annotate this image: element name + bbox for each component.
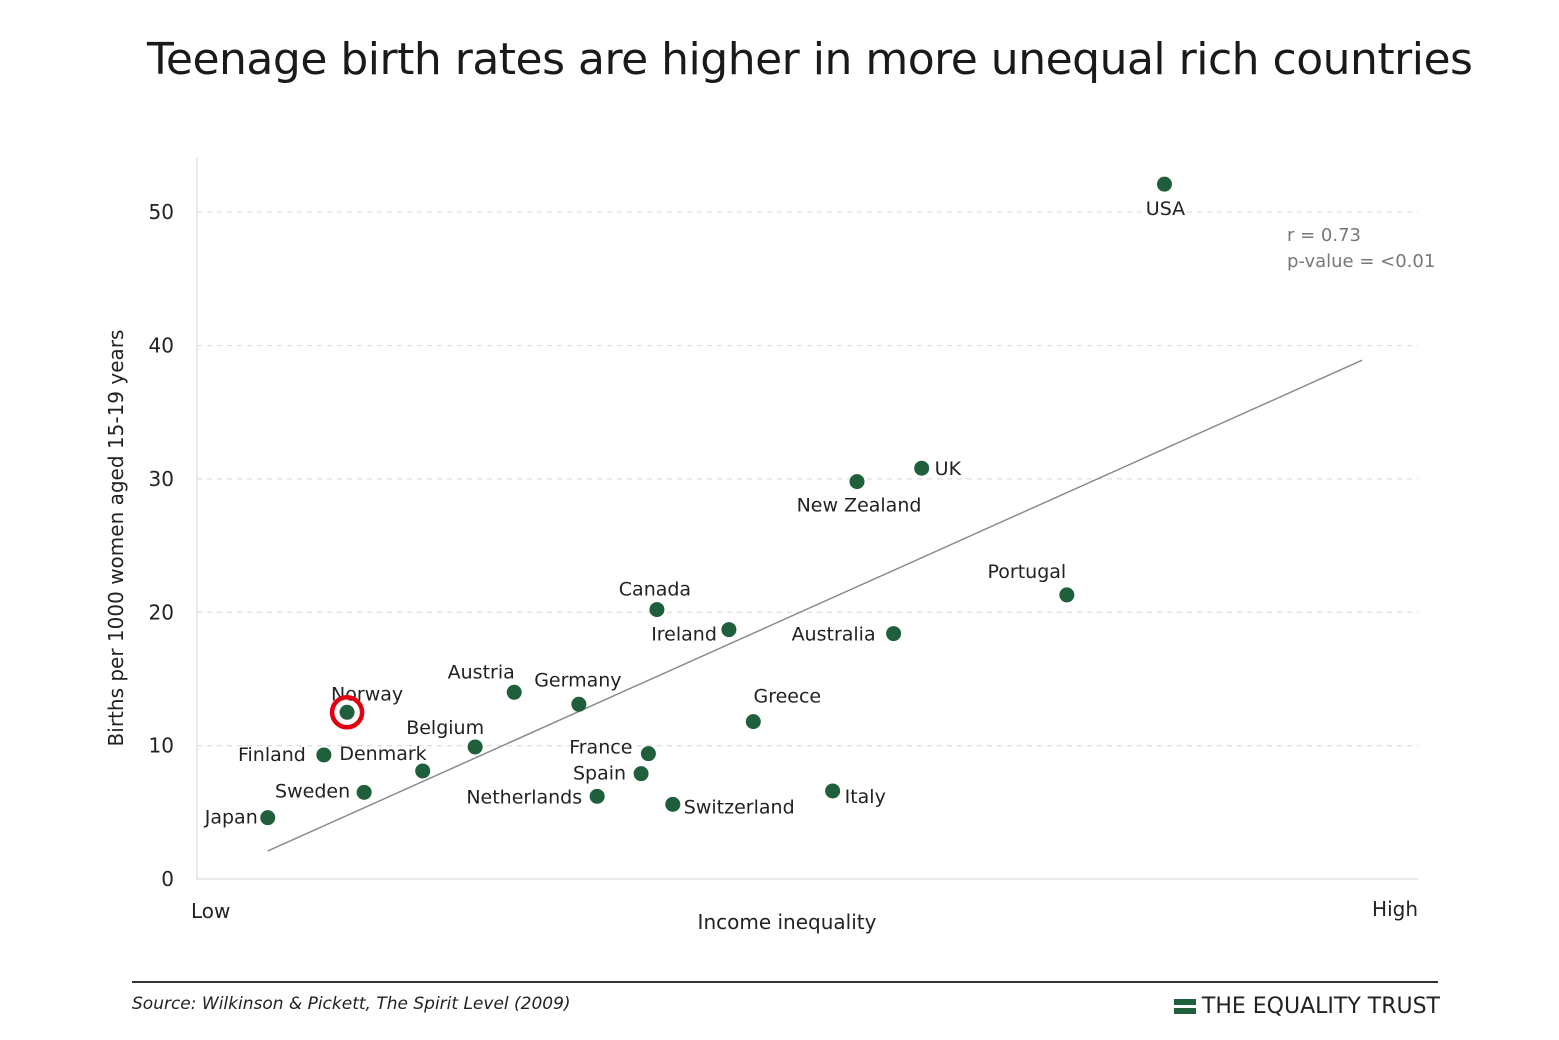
x-axis-title: Income inequality [698, 910, 877, 934]
point-netherlands [589, 788, 605, 804]
point-spain [633, 766, 649, 782]
point-label-sweden: Sweden [275, 780, 350, 802]
gridlines [197, 211, 1418, 747]
point-label-portugal: Portugal [988, 561, 1067, 583]
point-label-uk: UK [935, 458, 962, 480]
point-label-france: France [569, 737, 632, 759]
point-label-belgium: Belgium [406, 717, 484, 739]
brand-name: THE EQUALITY TRUST [1201, 994, 1440, 1019]
equals-bars-icon [1173, 999, 1196, 1014]
point-norway [339, 704, 355, 720]
y-tick-labels: 0 10 20 30 40 50 [149, 200, 174, 891]
point-sweden [356, 784, 372, 800]
point-canada [649, 602, 665, 618]
x-tick-label-low: Low [191, 899, 230, 923]
point-greece [745, 714, 761, 730]
y-tick-label-30: 30 [149, 467, 174, 491]
point-ireland [721, 622, 737, 638]
point-labels: Japan Finland Norway Sweden Denmark Belgium Au… [204, 198, 1185, 828]
point-label-germany: Germany [534, 669, 621, 691]
y-tick-label-0: 0 [161, 867, 174, 891]
point-label-canada: Canada [619, 579, 691, 601]
highlight-ring [329, 695, 365, 730]
x-tick-label-high: High [1372, 897, 1418, 921]
point-finland [316, 747, 332, 763]
correlation-label: r = 0.73 [1287, 225, 1361, 246]
point-label-italy: Italy [845, 786, 886, 808]
point-portugal [1059, 587, 1075, 603]
y-tick-label-50: 50 [149, 200, 174, 224]
point-label-switzerland: Switzerland [684, 796, 795, 818]
point-label-japan: Japan [204, 807, 258, 829]
y-tick-label-10: 10 [149, 734, 174, 758]
point-france [640, 746, 656, 762]
point-label-new-zealand: New Zealand [797, 495, 922, 517]
point-label-usa: USA [1146, 198, 1185, 220]
point-switzerland [665, 796, 681, 812]
point-new-zealand [849, 474, 865, 490]
source-note: Source: Wilkinson & Pickett, The Spirit … [132, 994, 571, 1014]
footer-divider [132, 981, 1438, 983]
chart-title: Teenage birth rates are higher in more u… [147, 34, 1473, 85]
point-austria [506, 684, 522, 700]
point-japan [260, 810, 276, 826]
y-tick-label-40: 40 [149, 334, 174, 358]
point-denmark [415, 763, 431, 779]
point-label-ireland: Ireland [651, 624, 717, 646]
point-label-finland: Finland [238, 744, 306, 766]
brand-logo: THE EQUALITY TRUST [1173, 994, 1440, 1019]
point-label-netherlands: Netherlands [466, 786, 582, 808]
point-italy [825, 783, 841, 799]
point-australia [886, 626, 902, 642]
point-label-austria: Austria [448, 661, 515, 683]
trend-line [267, 359, 1363, 852]
point-label-norway: Norway [331, 683, 403, 705]
point-label-greece: Greece [753, 686, 821, 708]
point-usa [1156, 176, 1172, 192]
point-belgium [467, 739, 483, 755]
point-uk [914, 460, 930, 476]
data-points [260, 176, 1172, 826]
y-tick-label-20: 20 [149, 600, 174, 624]
p-value-label: p-value = <0.01 [1287, 251, 1435, 272]
point-label-australia: Australia [792, 624, 876, 646]
y-axis-title: Births per 1000 women aged 15-19 years [104, 330, 128, 747]
point-label-denmark: Denmark [339, 743, 426, 765]
point-germany [571, 696, 587, 712]
point-label-spain: Spain [573, 763, 626, 785]
